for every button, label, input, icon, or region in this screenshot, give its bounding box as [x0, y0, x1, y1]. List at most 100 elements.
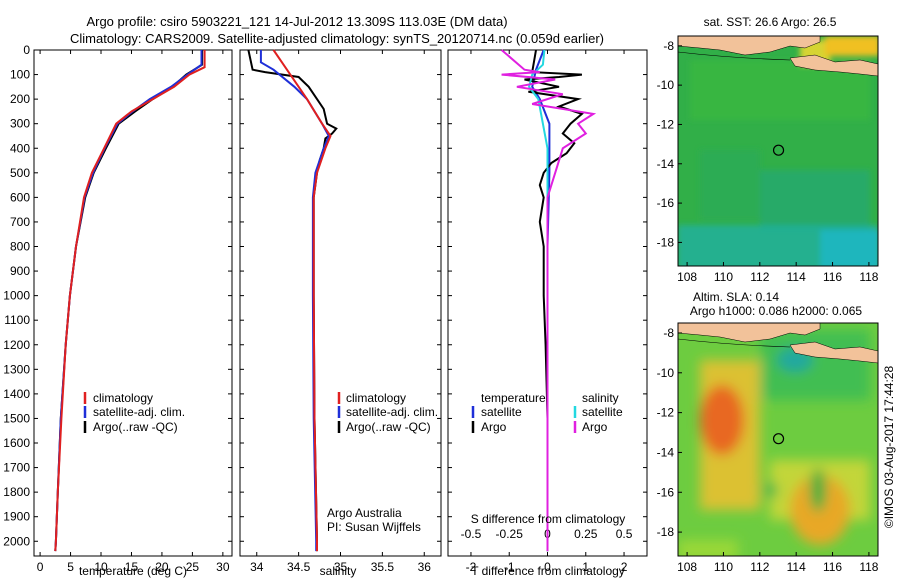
sla-map-frame	[677, 322, 879, 557]
salinity-legend: climatology satellite-adj. clim. Argo(..…	[337, 391, 438, 434]
x-tick-label: 0	[544, 560, 551, 574]
x-tick-label: 36	[418, 560, 432, 574]
legend-sal-argo-label: Argo	[582, 420, 608, 434]
legend-temperature-title: temperature	[481, 391, 546, 405]
sla-map-title-line1: Altim. SLA: 0.14	[693, 290, 779, 304]
depth-tick-label: 800	[10, 240, 30, 254]
lat-tick-label: -14	[657, 157, 675, 171]
s-diff-tick-label: 0.25	[574, 527, 598, 541]
legend-clim-label: climatology	[93, 391, 153, 405]
salinity-axes-frame	[239, 49, 442, 557]
lon-tick-label: 108	[677, 560, 697, 574]
depth-tick-label: 600	[10, 190, 30, 204]
depth-tick-label: 1900	[3, 510, 30, 524]
x-tick-label: 10	[94, 560, 108, 574]
argo-location-marker	[772, 144, 785, 156]
x-tick-label: 2	[621, 560, 628, 574]
lat-tick-label: -18	[657, 525, 675, 539]
x-tick-label: 34	[250, 560, 264, 574]
depth-tick-label: 500	[10, 166, 30, 180]
temperature-xlabel: temperature (deg C)	[79, 564, 187, 578]
lat-tick-label: -18	[657, 235, 675, 249]
lon-tick-label: 118	[859, 560, 878, 574]
sla-map-panel: Altim. SLA: 0.14 Argo h1000: 0.086 h2000…	[657, 290, 879, 574]
lat-tick-label: -12	[657, 117, 675, 131]
lon-tick-label: 116	[823, 560, 842, 574]
x-tick-label: -2	[466, 560, 477, 574]
x-tick-label: 20	[155, 560, 169, 574]
sst-map-title: sat. SST: 26.6 Argo: 26.5	[704, 15, 837, 29]
lon-tick-label: 116	[823, 270, 842, 284]
depth-tick-label: 300	[10, 117, 30, 131]
lat-tick-label: -10	[657, 366, 675, 380]
depth-tick-label: 1200	[3, 338, 30, 352]
temperature-axes-frame	[33, 49, 233, 557]
lat-tick-label: -12	[657, 406, 675, 420]
depth-tick-label: 100	[10, 68, 30, 82]
lat-tick-label: -16	[657, 196, 675, 210]
x-tick-label: 30	[216, 560, 230, 574]
x-tick-label: 1	[582, 560, 589, 574]
lat-tick-label: -8	[663, 39, 674, 53]
lon-tick-label: 118	[859, 270, 878, 284]
lat-tick-label: -16	[657, 485, 675, 499]
x-tick-label: 0	[37, 560, 44, 574]
depth-tick-label: 1300	[3, 362, 30, 376]
depth-tick-label: 1600	[3, 436, 30, 450]
lon-tick-label: 110	[714, 560, 733, 574]
credit-timestamp: ©IMOS 03-Aug-2017 17:44:28	[882, 366, 896, 529]
s-diff-tick-label: -0.5	[461, 527, 482, 541]
difference-panel: -2 -1 0 1 2-0.5 -0.25 0 0.25 0.5 S difference fr…	[447, 49, 648, 578]
depth-tick-label: 1100	[4, 313, 30, 327]
legend-sat-label: satellite-adj. clim.	[93, 405, 185, 419]
legend-salinity-title: salinity	[582, 391, 619, 405]
series-line-temperature-argo	[524, 49, 584, 552]
sst-map-panel: sat. SST: 26.6 Argo: 26.5 108 110 112 114 11…	[657, 15, 879, 284]
series-line-salinity-argo	[500, 49, 597, 552]
x-tick-label: 5	[67, 560, 74, 574]
s-diff-tick-label: 0.5	[616, 527, 633, 541]
argo-location-marker	[772, 433, 785, 445]
lat-tick-label: -8	[663, 326, 674, 340]
difference-xlabel: T difference from climatology	[471, 564, 625, 578]
salinity-annotation-line2: PI: Susan Wijffels	[327, 520, 421, 534]
depth-tick-label: 1000	[3, 289, 30, 303]
depth-tick-label: 900	[10, 264, 30, 278]
lon-tick-label: 112	[750, 560, 769, 574]
depth-tick-label: 1500	[3, 411, 30, 425]
temperature-panel: 0100200300400500600700800900100011001200…	[3, 43, 233, 578]
lat-tick-label: -10	[657, 78, 675, 92]
depth-tick-label: 1800	[3, 485, 30, 499]
sst-map-field	[678, 36, 878, 266]
difference-legend: temperature satellite Argo salinity sate…	[471, 391, 623, 434]
salinity-xlabel: salinity	[320, 564, 357, 578]
series-line-climatology	[272, 49, 332, 552]
header-title-line2: Climatology: CARS2009. Satellite-adjuste…	[70, 31, 604, 46]
lon-tick-label: 108	[677, 270, 697, 284]
lon-tick-label: 110	[714, 270, 733, 284]
x-tick-label: 34.5	[287, 560, 311, 574]
x-tick-label: -1	[504, 560, 515, 574]
x-tick-label: 25	[186, 560, 200, 574]
depth-tick-label: 200	[10, 92, 30, 106]
depth-tick-label: 2000	[3, 534, 30, 548]
x-tick-label: 35.5	[371, 560, 395, 574]
legend-argo-label: Argo(..raw -QC)	[346, 420, 431, 434]
legend-clim-label: climatology	[346, 391, 406, 405]
difference-xlabel-top: S difference from climatology	[471, 512, 626, 526]
s-diff-tick-label: -0.25	[496, 527, 524, 541]
depth-tick-label: 400	[10, 141, 30, 155]
legend-sat-label: satellite-adj. clim.	[346, 405, 438, 419]
depth-tick-label: 1700	[3, 461, 30, 475]
salinity-panel: 34 34.5 35 35.5 36 salinity climatology sate…	[239, 49, 442, 578]
legend-temp-sat-label: satellite	[481, 405, 522, 419]
depth-tick-label: 1400	[3, 387, 30, 401]
legend-argo-label: Argo(..raw -QC)	[93, 420, 178, 434]
legend-temp-argo-label: Argo	[481, 420, 507, 434]
series-line-climatology	[54, 50, 206, 552]
salinity-annotation-line1: Argo Australia	[327, 506, 402, 520]
depth-tick-label: 0	[23, 43, 30, 57]
x-tick-label: 15	[125, 560, 139, 574]
sla-map-title-line2: Argo h1000: 0.086 h2000: 0.065	[690, 304, 862, 318]
